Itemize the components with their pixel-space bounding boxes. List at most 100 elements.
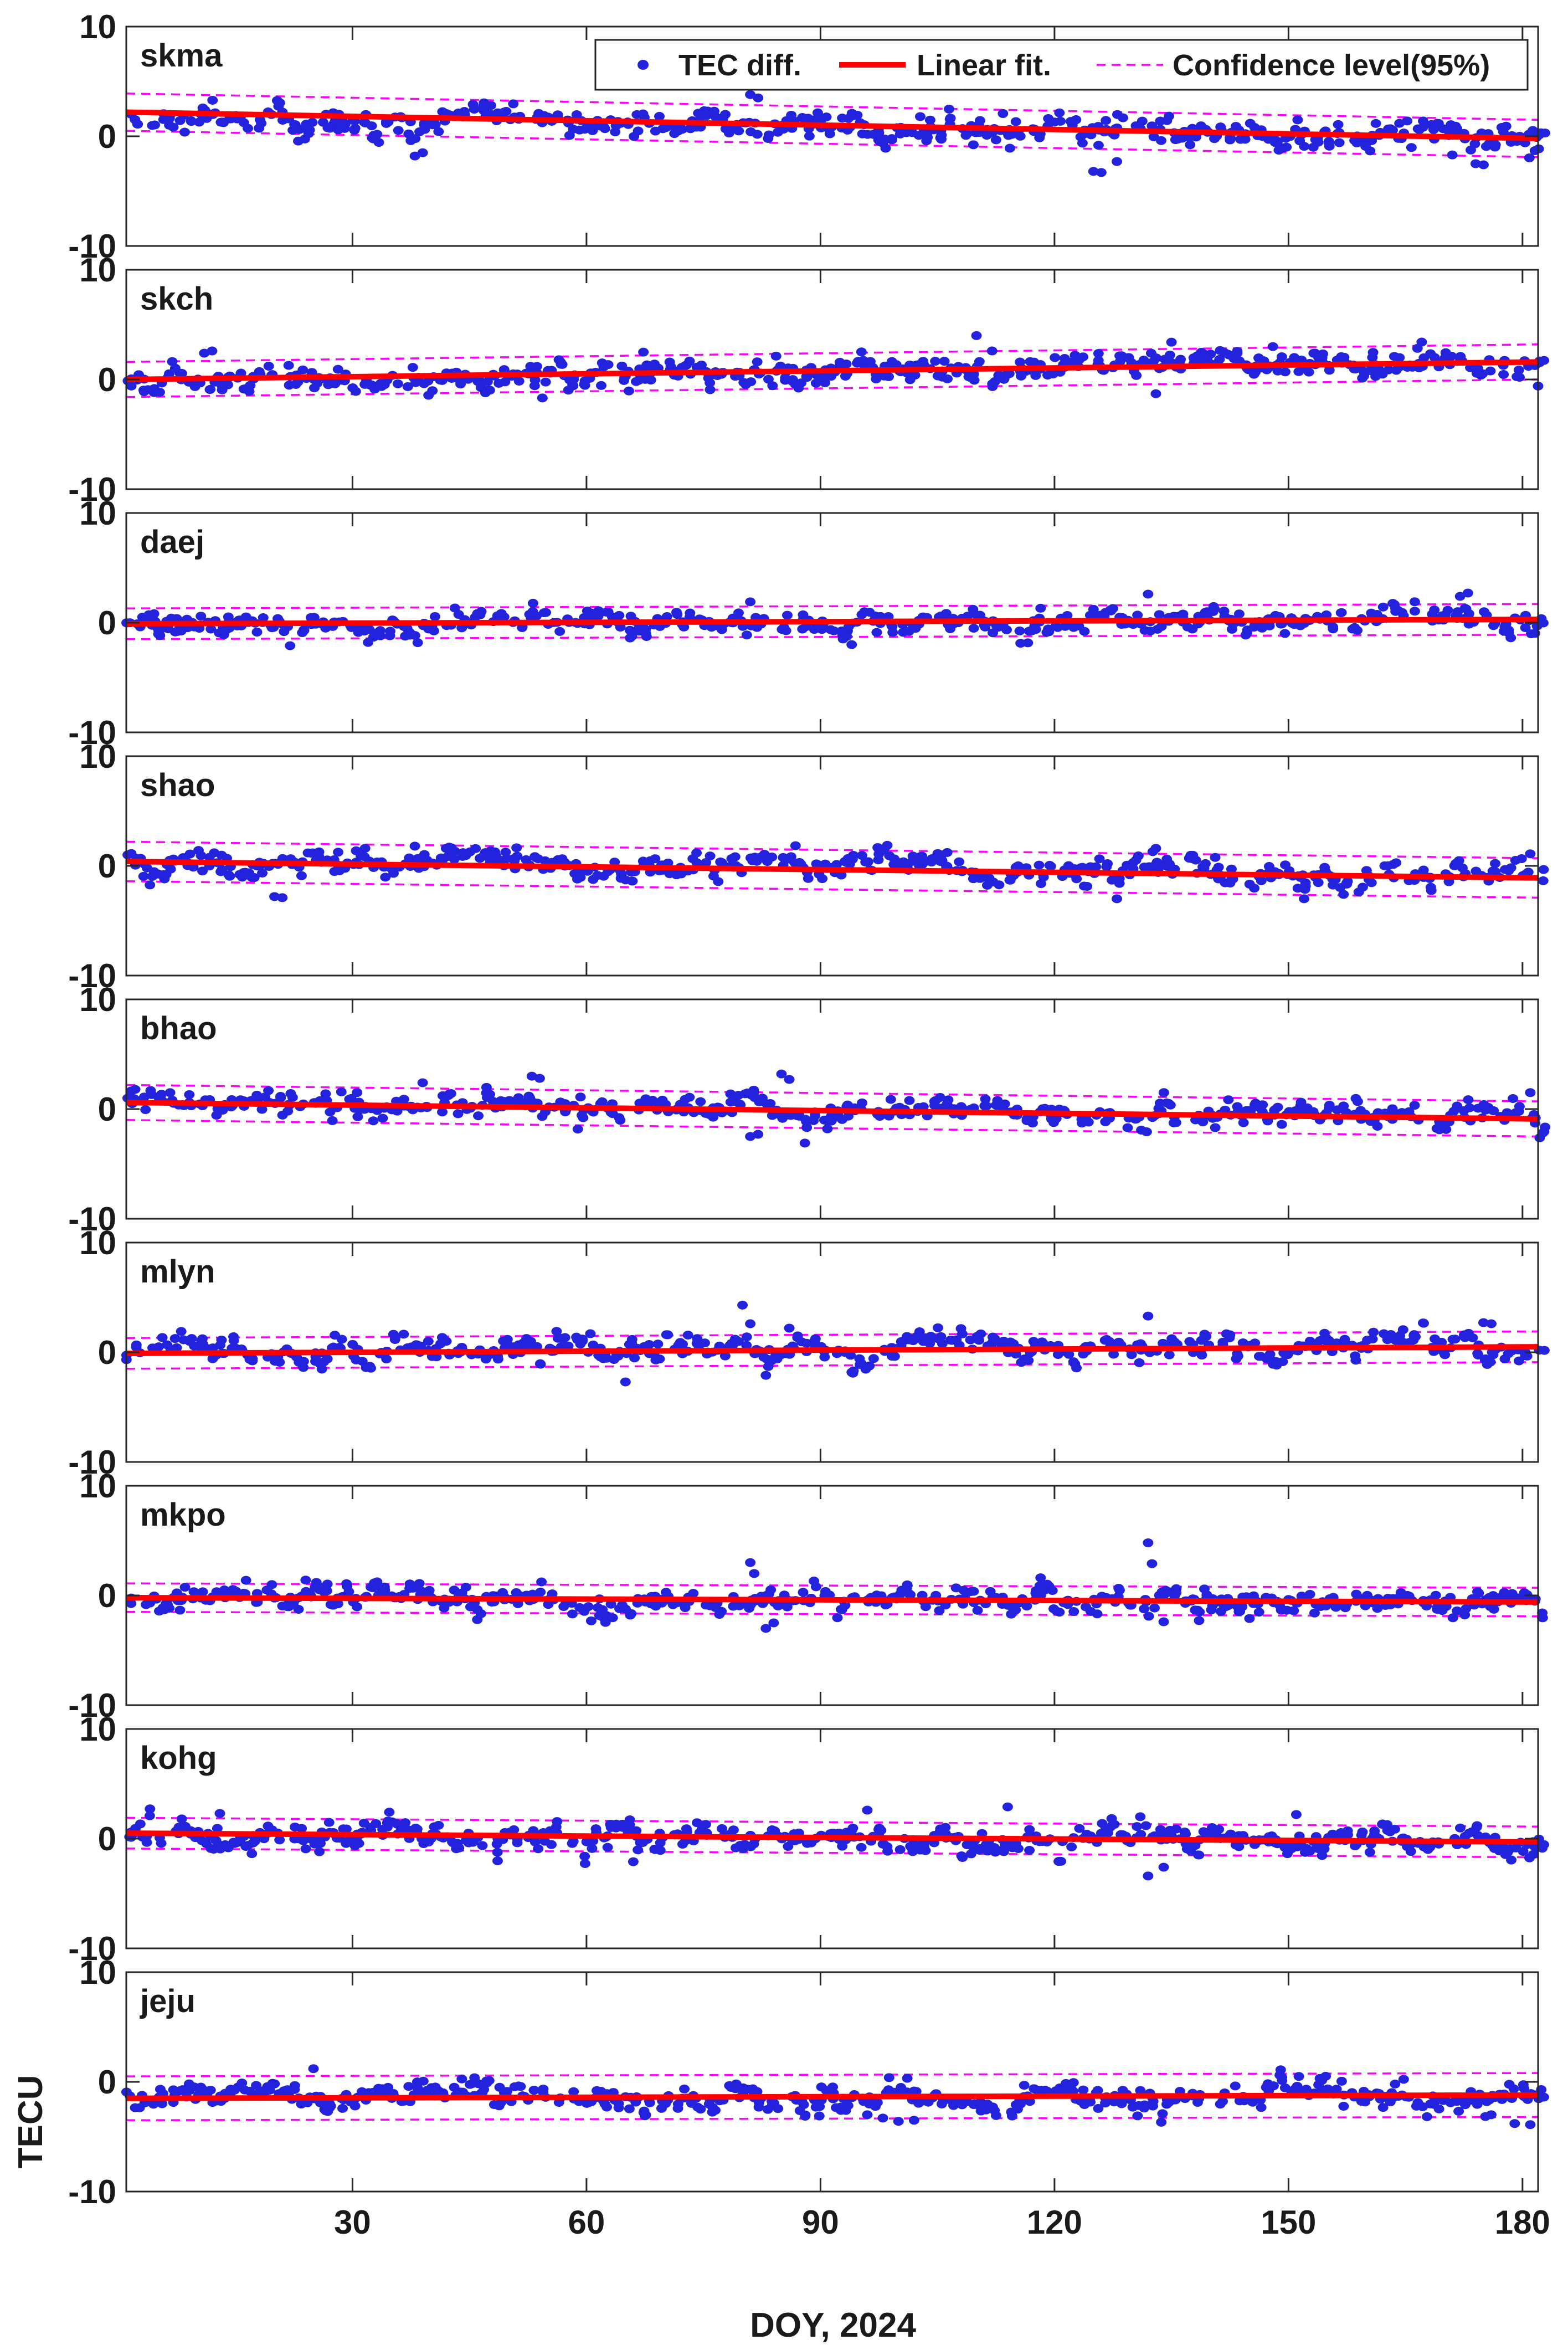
tec-diff-point [1518,1847,1529,1856]
tec-diff-point [1293,2072,1304,2081]
tec-diff-point [388,869,399,878]
tec-diff-point [297,365,309,374]
tec-diff-point [1449,1335,1461,1344]
tec-diff-point [1275,2065,1286,2075]
tec-diff-point [364,1362,376,1371]
tec-diff-point [684,356,695,366]
tec-diff-point [763,134,774,143]
tec-diff-point [749,1569,760,1578]
tec-diff-point [989,1334,1000,1343]
tec-diff-point [1299,894,1310,904]
tec-diff-point [318,1357,330,1367]
tec-diff-point [824,129,835,138]
tec-diff-point [1264,621,1275,630]
tec-diff-point [223,612,234,622]
tec-diff-point [325,124,336,133]
tec-diff-point [1267,342,1278,351]
tec-diff-point [1333,120,1344,129]
tec-diff-point [895,1589,906,1599]
tec-diff-point [1372,1604,1383,1613]
tec-diff-point [623,386,634,396]
tec-diff-point [939,357,950,366]
tec-diff-point [1479,1356,1490,1365]
tec-diff-point [708,106,719,116]
tec-diff-point [684,1092,695,1102]
tec-diff-point [256,1105,268,1114]
tec-diff-point [605,1820,616,1829]
tec-diff-point [145,1598,156,1608]
tec-diff-point [1028,1337,1039,1346]
tec-diff-point [381,1354,392,1364]
x-tick-label: 30 [334,2204,371,2241]
tec-diff-point [1042,371,1053,380]
station-label: skch [140,281,213,317]
tec-diff-point [679,2084,690,2093]
tec-diff-point [790,841,801,850]
tec-diff-point [1538,618,1549,628]
tec-diff-point [1418,1318,1429,1328]
tec-diff-point [341,1582,352,1591]
tec-diff-point [716,1607,727,1616]
tec-diff-point [254,367,265,376]
tec-diff-point [629,132,640,141]
tec-diff-point [798,1588,809,1597]
tec-diff-point [944,104,955,114]
tec-diff-point [620,875,631,885]
tec-diff-point [1350,1094,1361,1103]
tec-diff-point [974,357,985,366]
tec-diff-point [894,1845,906,1854]
tec-diff-point [477,1841,488,1850]
tec-diff-point [1255,1103,1266,1112]
tec-diff-point [1494,1846,1505,1855]
tec-diff-point [263,1821,274,1831]
tec-diff-points [121,1300,1550,1387]
tec-diff-point [156,1839,167,1848]
tec-diff-point [307,117,318,127]
tec-diff-point [1463,1328,1474,1338]
tec-diff-point [327,1116,338,1125]
tec-diff-point [1161,116,1173,125]
tec-diff-point [1225,135,1236,145]
tec-diff-point [277,1110,288,1120]
tec-diff-point [403,2082,414,2091]
tec-diff-point [887,622,898,631]
tec-diff-point [1019,2081,1030,2090]
tec-diff-point [1405,1847,1416,1856]
tec-diff-point [914,112,926,121]
tec-diff-point [1342,876,1353,886]
tec-diff-point [179,127,190,137]
tec-diff-point [870,611,881,620]
tec-diff-point [1024,2097,1035,2106]
tec-diff-point [644,2098,655,2107]
tec-diff-point [1426,886,1437,895]
tec-diff-point [336,1087,347,1097]
tec-diff-point [971,331,982,340]
tec-diff-point [908,2116,919,2125]
tec-diff-point [599,124,610,134]
tec-diff-point [999,1099,1010,1109]
tec-diff-point [1147,2101,1158,2111]
tec-diff-point [322,1579,333,1589]
tec-diff-point [130,115,141,124]
tec-diff-point [1349,623,1360,632]
tec-diff-point [599,2099,610,2108]
tec-diff-point [1132,610,1143,620]
tec-diff-point [817,874,828,884]
tec-diff-point [1408,1330,1420,1340]
tec-diff-point [217,865,228,874]
tec-diff-point [337,2103,348,2113]
tec-diff-point [1317,353,1328,362]
tec-diff-point [1313,878,1324,887]
tec-diff-point [1182,622,1193,632]
tec-diff-point [918,357,929,366]
tec-diff-point [289,2085,300,2094]
tec-diff-point [1226,624,1237,634]
y-tick-label: -10 [68,1930,116,1967]
tec-diff-point [197,866,208,876]
tec-diff-point [716,1824,727,1833]
tec-diff-point [1185,140,1196,150]
tec-diff-point [1066,1842,1077,1851]
